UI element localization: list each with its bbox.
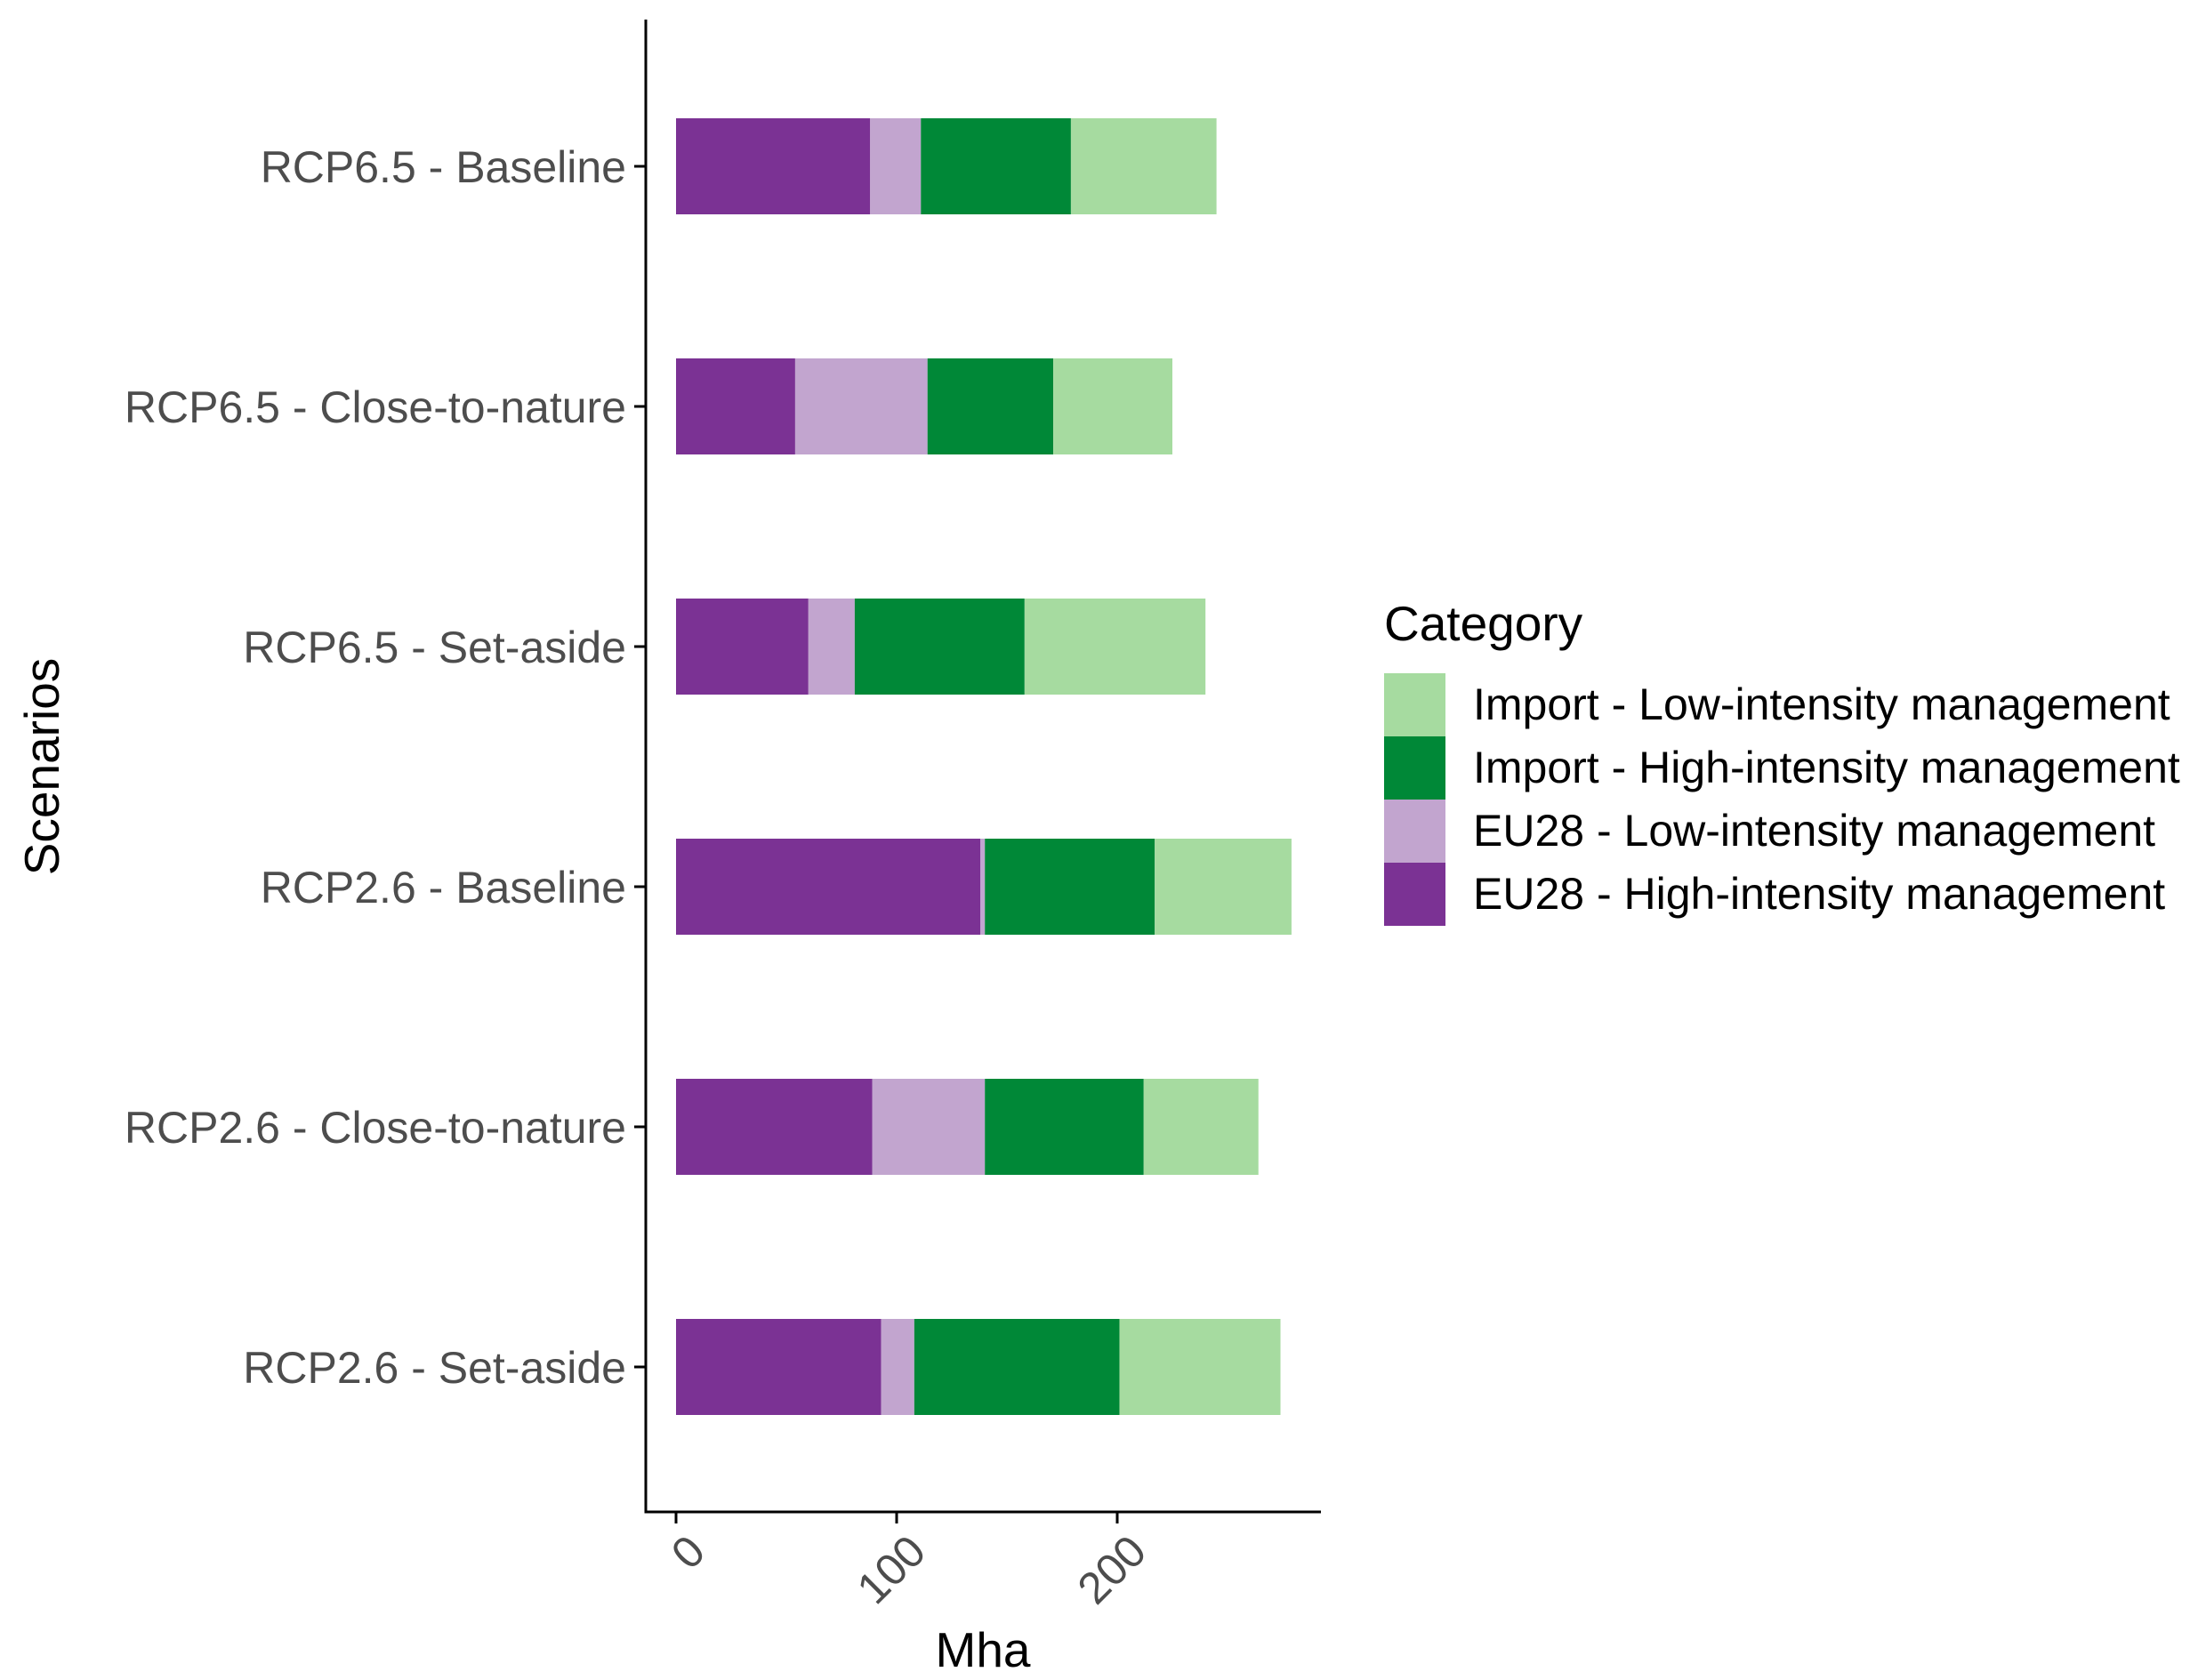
y-axis-title: Scenarios	[14, 658, 69, 876]
x-tick-label: 100	[848, 1526, 936, 1614]
bar-rcp6-5-set-aside-eu28-high-intensity-management	[676, 599, 809, 695]
y-axis-ticks: RCP6.5 - Baseline RCP6.5 - Close-to-natur…	[125, 142, 646, 1393]
bar-rcp2-6-close-to-nature-import-high-intensity-management	[985, 1079, 1144, 1175]
legend-key-eu28-high-intensity-management	[1384, 863, 1445, 926]
bar-rcp2-6-close-to-nature-eu28-high-intensity-management	[676, 1079, 873, 1175]
legend-label: Import - Low-intensity management	[1473, 679, 2170, 729]
legend-items: Import - Low-intensity management Import …	[1384, 673, 2180, 926]
y-tick-label: RCP2.6 - Close-to-nature	[125, 1103, 626, 1153]
legend: Category Import - Low-intensity manageme…	[1384, 596, 2180, 926]
x-tick-label: 0	[662, 1526, 714, 1579]
bars-layer	[676, 118, 1292, 1415]
bar-rcp6-5-set-aside-import-low-intensity-management	[1024, 599, 1206, 695]
bar-rcp6-5-close-to-nature-eu28-high-intensity-management	[676, 358, 795, 454]
bar-rcp2-6-set-aside-import-low-intensity-management	[1119, 1319, 1281, 1415]
bar-rcp2-6-baseline-import-high-intensity-management	[985, 839, 1155, 935]
y-tick-label: RCP6.5 - Set-aside	[243, 623, 626, 672]
bar-rcp2-6-set-aside-eu28-low-intensity-management	[881, 1319, 914, 1415]
bar-rcp2-6-set-aside-eu28-high-intensity-management	[676, 1319, 882, 1415]
bar-rcp6-5-close-to-nature-import-low-intensity-management	[1053, 358, 1172, 454]
bar-rcp2-6-baseline-eu28-low-intensity-management	[980, 839, 986, 935]
bar-rcp2-6-close-to-nature-import-low-intensity-management	[1143, 1079, 1259, 1175]
legend-label: Import - High-intensity management	[1473, 743, 2180, 792]
bar-rcp6-5-set-aside-eu28-low-intensity-management	[808, 599, 855, 695]
legend-key-eu28-low-intensity-management	[1384, 800, 1445, 863]
bar-rcp6-5-baseline-eu28-low-intensity-management	[870, 118, 922, 214]
y-tick-label: RCP2.6 - Set-aside	[243, 1343, 626, 1393]
legend-label: EU28 - High-intensity management	[1473, 869, 2165, 919]
x-tick-label: 200	[1068, 1526, 1156, 1614]
legend-key-import-high-intensity-management	[1384, 736, 1445, 800]
bar-rcp2-6-baseline-import-low-intensity-management	[1155, 839, 1292, 935]
bar-rcp6-5-baseline-import-high-intensity-management	[921, 118, 1071, 214]
legend-label: EU28 - Low-intensity management	[1473, 806, 2155, 856]
y-tick-label: RCP6.5 - Baseline	[261, 142, 626, 192]
bar-rcp6-5-set-aside-import-high-intensity-management	[854, 599, 1025, 695]
x-axis-title: Mha	[936, 1622, 1031, 1677]
bar-rcp6-5-baseline-import-low-intensity-management	[1070, 118, 1217, 214]
y-tick-label: RCP2.6 - Baseline	[261, 863, 626, 912]
legend-key-import-low-intensity-management	[1384, 673, 1445, 736]
bar-rcp6-5-close-to-nature-eu28-low-intensity-management	[794, 358, 928, 454]
bar-rcp6-5-baseline-eu28-high-intensity-management	[676, 118, 871, 214]
legend-title: Category	[1384, 596, 1583, 651]
y-tick-label: RCP6.5 - Close-to-nature	[125, 382, 626, 432]
bar-rcp2-6-baseline-eu28-high-intensity-management	[676, 839, 981, 935]
bar-rcp2-6-close-to-nature-eu28-low-intensity-management	[872, 1079, 986, 1175]
x-axis-ticks: 0 100 200	[662, 1512, 1155, 1613]
bar-rcp6-5-close-to-nature-import-high-intensity-management	[927, 358, 1054, 454]
bar-rcp2-6-set-aside-import-high-intensity-management	[914, 1319, 1120, 1415]
